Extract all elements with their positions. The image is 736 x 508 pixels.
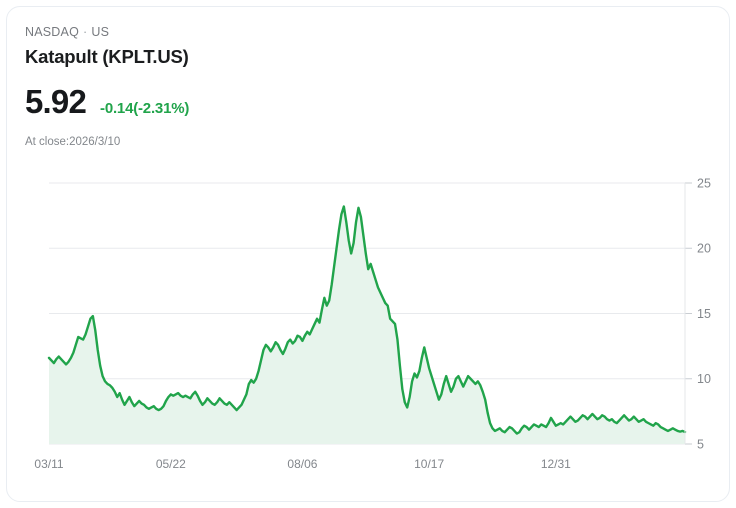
separator-dot: · <box>83 25 88 39</box>
x-axis-label: 03/11 <box>34 457 63 471</box>
chart-y-axis-labels: 5 10 15 20 25 <box>697 176 711 451</box>
market-close-note: At close:2026/3/10 <box>25 136 121 148</box>
exchange-label: NASDAQ <box>25 25 79 39</box>
stock-quote-card: NASDAQ · US Katapult (KPLT.US) 5.92 -0.14(… <box>6 6 730 502</box>
region-label: US <box>91 25 110 39</box>
company-name: Katapult (KPLT.US) <box>25 46 189 67</box>
y-axis-label: 5 <box>697 437 704 451</box>
x-axis-label: 05/22 <box>156 457 186 471</box>
chart-x-axis-labels: 03/11 05/22 08/06 10/17 12/31 <box>34 457 571 471</box>
x-axis-label: 12/31 <box>541 457 571 471</box>
y-axis-label: 15 <box>697 307 711 321</box>
y-axis-label: 10 <box>697 372 711 386</box>
price-chart[interactable]: 5 10 15 20 25 03/11 05/22 08/06 10/17 12/31 <box>7 167 730 487</box>
exchange-region-row: NASDAQ · US <box>25 24 545 40</box>
price-chart-svg[interactable]: 5 10 15 20 25 03/11 05/22 08/06 10/17 12/31 <box>7 167 730 487</box>
chart-line <box>47 205 687 435</box>
current-price: 5.92 <box>25 83 87 120</box>
y-axis-label: 20 <box>697 242 711 256</box>
price-change: -0.14(-2.31%) <box>100 100 190 117</box>
x-axis-label: 10/17 <box>414 457 444 471</box>
price-row: 5.92 -0.14(-2.31%) <box>25 84 545 120</box>
quote-header: NASDAQ · US Katapult (KPLT.US) 5.92 -0.14(… <box>25 24 545 150</box>
chart-area-fill <box>49 206 685 444</box>
x-axis-label: 08/06 <box>287 457 317 471</box>
y-axis-label: 25 <box>697 176 711 190</box>
